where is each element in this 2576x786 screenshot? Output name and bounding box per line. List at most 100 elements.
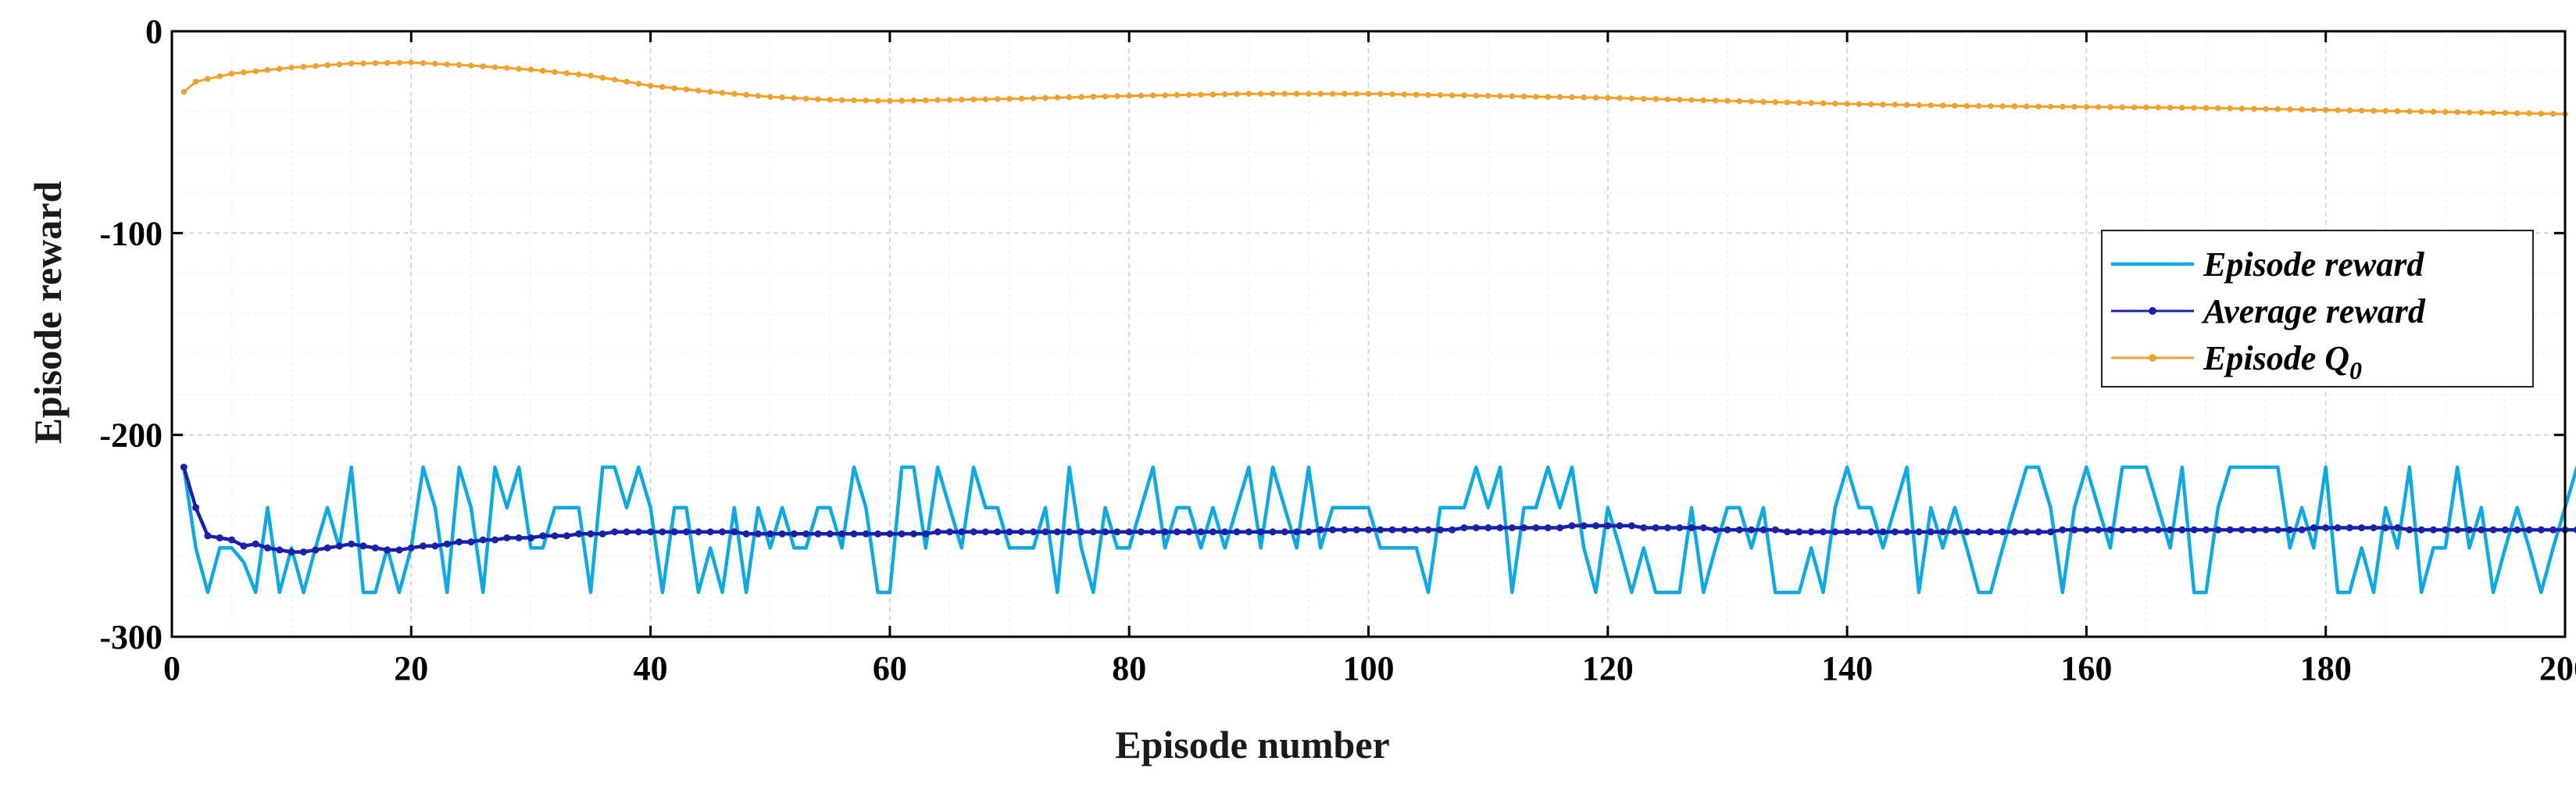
average-reward-point bbox=[1951, 528, 1959, 536]
average-reward-point bbox=[1257, 528, 1265, 536]
average-reward-point bbox=[1281, 528, 1288, 536]
average-reward-point bbox=[1784, 528, 1791, 536]
legend-label-main: Average reward bbox=[2201, 292, 2426, 330]
episode-q0-point bbox=[1928, 102, 1935, 109]
average-reward-point bbox=[1436, 526, 1444, 534]
episode-q0-point bbox=[2335, 107, 2341, 113]
average-reward-point bbox=[814, 530, 822, 538]
average-reward-point bbox=[2346, 524, 2353, 531]
episode-q0-point bbox=[300, 63, 307, 70]
average-reward-point bbox=[1174, 528, 1181, 536]
legend-label-average-reward: Average reward bbox=[2201, 292, 2426, 330]
episode-q0-point bbox=[2287, 106, 2293, 113]
episode-q0-point bbox=[1437, 91, 1444, 98]
average-reward-point bbox=[1676, 524, 1684, 531]
average-reward-point bbox=[2154, 526, 2162, 534]
average-reward-point bbox=[1485, 524, 1492, 531]
average-reward-point bbox=[1185, 528, 1193, 536]
average-reward-point bbox=[264, 544, 271, 552]
episode-q0-point bbox=[1114, 93, 1120, 99]
episode-q0-point bbox=[1401, 91, 1408, 98]
episode-q0-point bbox=[2119, 104, 2126, 111]
average-reward-point bbox=[503, 534, 511, 541]
average-reward-point bbox=[2035, 528, 2042, 536]
episode-q0-point bbox=[1952, 102, 1958, 109]
average-reward-point bbox=[1712, 526, 1720, 534]
average-reward-point bbox=[2070, 526, 2078, 534]
episode-q0-point bbox=[1365, 91, 1372, 97]
episode-q0-point bbox=[2549, 110, 2556, 117]
average-reward-point bbox=[2142, 526, 2150, 534]
average-reward-point bbox=[2118, 526, 2126, 534]
average-reward-point bbox=[551, 532, 559, 540]
episode-q0-point bbox=[372, 60, 379, 66]
episode-q0-point bbox=[1485, 92, 1492, 99]
episode-q0-point bbox=[1209, 91, 1217, 98]
x-tick-label: 140 bbox=[1821, 649, 1873, 688]
average-reward-point bbox=[1041, 528, 1049, 536]
average-reward-point bbox=[634, 528, 642, 536]
episode-q0-point bbox=[2526, 110, 2532, 116]
average-reward-point bbox=[742, 530, 750, 538]
average-reward-point bbox=[934, 528, 941, 536]
average-reward-point bbox=[1760, 526, 1767, 534]
episode-q0-point bbox=[2024, 103, 2030, 109]
episode-q0-point bbox=[1042, 95, 1049, 102]
average-reward-point bbox=[1006, 528, 1013, 536]
average-reward-point bbox=[2190, 526, 2198, 534]
episode-q0-point bbox=[2215, 105, 2221, 112]
average-reward-point bbox=[647, 528, 655, 536]
average-reward-series bbox=[180, 463, 2576, 556]
episode-q0-point bbox=[982, 96, 989, 102]
episode-q0-point bbox=[934, 97, 941, 103]
average-reward-point bbox=[2525, 526, 2533, 534]
episode-q0-point bbox=[815, 96, 821, 102]
average-reward-point bbox=[1855, 528, 1863, 536]
average-reward-point bbox=[766, 530, 774, 538]
episode-q0-point bbox=[1162, 92, 1168, 98]
episode-q0-point bbox=[599, 74, 606, 81]
episode-q0-point bbox=[1605, 95, 1611, 102]
episode-q0-point bbox=[2371, 108, 2377, 114]
episode-q0-point bbox=[1245, 91, 1252, 97]
episode-q0-point bbox=[2047, 103, 2054, 110]
average-reward-point bbox=[1699, 524, 1707, 531]
episode-q0-point bbox=[635, 80, 642, 87]
average-reward-point bbox=[1102, 528, 1109, 536]
average-reward-point bbox=[1245, 528, 1252, 536]
average-reward-point bbox=[2430, 526, 2437, 534]
episode-q0-point bbox=[707, 88, 713, 95]
average-reward-point bbox=[479, 536, 487, 544]
episode-q0-point bbox=[264, 66, 271, 73]
average-reward-point bbox=[1652, 524, 1660, 531]
episode-q0-point bbox=[1617, 95, 1623, 102]
episode-q0-point bbox=[2191, 105, 2197, 111]
episode-q0-point bbox=[1832, 100, 1838, 107]
average-reward-point bbox=[2203, 526, 2210, 534]
average-reward-point bbox=[683, 528, 690, 536]
average-reward-point bbox=[1233, 528, 1241, 536]
average-reward-point bbox=[1999, 528, 2006, 536]
episode-q0-series bbox=[180, 59, 2568, 117]
episode-q0-point bbox=[2454, 109, 2460, 116]
episode-q0-point bbox=[1497, 93, 1503, 99]
episode-q0-point bbox=[1317, 91, 1324, 97]
episode-q0-point bbox=[552, 69, 558, 75]
episode-q0-point bbox=[838, 97, 845, 103]
average-reward-point bbox=[1329, 526, 1337, 534]
average-reward-point bbox=[1221, 528, 1229, 536]
average-reward-point bbox=[1879, 528, 1887, 536]
average-reward-point bbox=[2466, 526, 2473, 534]
episode-q0-point bbox=[2155, 104, 2162, 111]
average-reward-point bbox=[587, 530, 595, 538]
episode-q0-point bbox=[1509, 93, 1516, 99]
average-reward-point bbox=[670, 528, 678, 536]
average-reward-point bbox=[1688, 524, 1695, 531]
average-reward-point bbox=[527, 534, 534, 541]
average-reward-point bbox=[1820, 528, 1827, 536]
average-reward-point bbox=[2274, 526, 2281, 534]
episode-q0-point bbox=[2358, 107, 2365, 114]
average-reward-point bbox=[731, 528, 738, 536]
